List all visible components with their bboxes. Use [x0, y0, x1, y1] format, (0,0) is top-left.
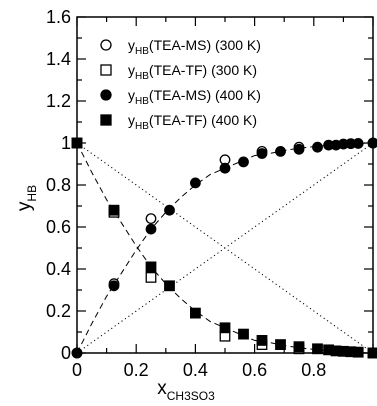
data-point — [238, 328, 249, 340]
data-point — [108, 204, 120, 216]
y-axis-title-main: y — [14, 201, 35, 211]
x-tick-label: 0.2 — [124, 360, 149, 380]
data-point — [189, 307, 201, 319]
y-axis-title: yHB — [14, 185, 39, 211]
series-3 — [71, 137, 377, 359]
legend-entry: yHB(TEA-TF) (400 K) — [100, 112, 257, 132]
data-point — [219, 322, 231, 334]
data-point — [275, 339, 286, 351]
x-tick-label: 0.6 — [242, 360, 267, 380]
curves-layer — [76, 142, 374, 354]
data-point — [219, 162, 231, 174]
data-point — [145, 223, 157, 235]
y-axis-title-sub: HB — [25, 185, 39, 202]
x-tick-label: 0.8 — [301, 360, 326, 380]
data-point — [145, 271, 157, 283]
y-tick-label: 1.6 — [46, 7, 71, 27]
data-point — [164, 280, 175, 292]
legend-label: yHB(TEA-MS) (300 K) — [128, 37, 261, 57]
y-tick-label: 1.4 — [46, 49, 71, 69]
legend-marker — [100, 64, 112, 76]
legend-entry: yHB(TEA-MS) (300 K) — [100, 37, 261, 57]
x-axis-title-sub: CH3SO3 — [167, 389, 215, 403]
legend-marker — [100, 114, 112, 126]
legend-label: yHB(TEA-MS) (400 K) — [128, 87, 261, 107]
ticks-layer — [76, 16, 374, 354]
y-tick-label: 0.8 — [46, 175, 71, 195]
data-point — [256, 148, 268, 159]
y-tick-label: 1.2 — [46, 91, 71, 111]
data-point — [164, 204, 175, 216]
ideal-decreasing-line — [76, 142, 374, 354]
x-axis-title-main: x — [157, 378, 167, 399]
legend-label: yHB(TEA-TF) (400 K) — [128, 112, 257, 132]
data-point — [293, 143, 305, 155]
legend-marker — [100, 39, 112, 51]
y-tick-label: 0.6 — [46, 217, 71, 237]
data-point — [256, 334, 268, 346]
data-point — [312, 141, 323, 153]
x-tick-label: 0.4 — [183, 360, 208, 380]
data-point — [145, 213, 157, 225]
legend-entry: yHB(TEA-TF) (300 K) — [100, 62, 257, 82]
y-tick-label: 1 — [61, 133, 71, 153]
data-point — [108, 280, 120, 292]
legend-label: yHB(TEA-TF) (300 K) — [128, 62, 257, 82]
data-point — [238, 156, 249, 168]
data-point — [189, 177, 201, 189]
y-tick-label: 0.4 — [46, 259, 71, 279]
legend-entry: yHB(TEA-MS) (400 K) — [100, 87, 261, 107]
data-point — [352, 138, 364, 149]
legend: yHB(TEA-MS) (300 K) yHB(TEA-TF) (300 K) yH… — [100, 37, 261, 132]
data-point — [352, 346, 364, 358]
x-axis-title: xCH3SO3 — [157, 378, 215, 403]
data-point — [275, 145, 286, 157]
y-tick-label: 0.2 — [46, 301, 71, 321]
data-point — [293, 341, 305, 353]
data-point — [145, 261, 157, 273]
legend-marker — [100, 89, 112, 101]
y-tick-label: 0 — [61, 343, 71, 363]
x-tick-label: 0 — [72, 360, 82, 380]
tick-labels-layer: 0 0.2 0.4 0.6 0.8 0 0.2 0.4 0.6 0.8 1 1.2 1.4 1.6 — [46, 7, 326, 380]
